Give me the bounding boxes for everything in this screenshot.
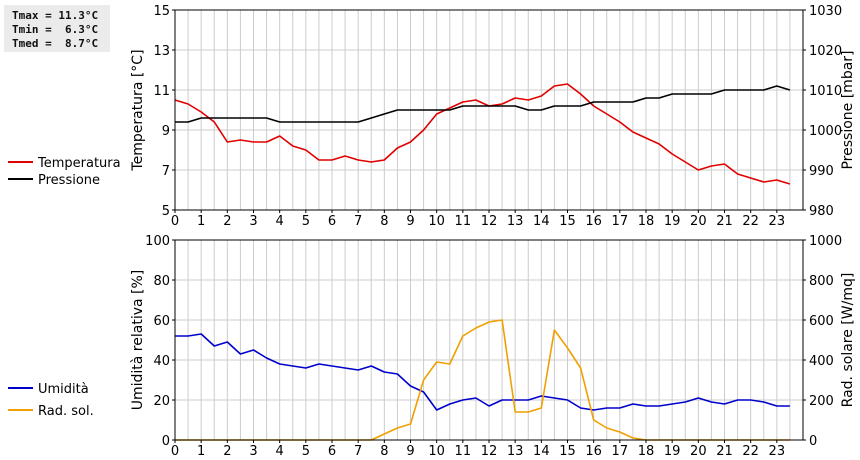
bottom-ytick-right: 600: [809, 314, 834, 329]
top-ytick-left: 5: [162, 204, 170, 219]
top-xtick-label: 16: [585, 214, 602, 229]
legend-label-rad-sol: Rad. sol.: [38, 404, 94, 419]
bottom-xtick-label: 15: [559, 444, 576, 459]
bottom-ytick-right: 800: [809, 274, 834, 289]
top-xtick-label: 9: [406, 214, 414, 229]
bottom-ytick-left: 40: [153, 354, 170, 369]
top-ytick-left: 9: [162, 124, 170, 139]
bottom-ytick-right: 400: [809, 354, 834, 369]
top-xtick-label: 13: [507, 214, 524, 229]
top-series: [174, 83, 791, 185]
top-xtick-label: 4: [276, 214, 284, 229]
bottom-ylabel-left: Umidità relativa [%]: [130, 270, 146, 411]
top-ytick-right: 1030: [809, 4, 842, 19]
top-xtick-label: 22: [742, 214, 759, 229]
bottom-xtick-label: 13: [507, 444, 524, 459]
top-ytick-right: 1000: [809, 124, 842, 139]
bottom-series: [175, 319, 790, 441]
bottom-xtick-label: 21: [716, 444, 733, 459]
bottom-xtick-label: 5: [302, 444, 310, 459]
series-line-temperatura: [174, 83, 791, 185]
top-ytick-right: 990: [809, 164, 834, 179]
top-xtick-label: 17: [612, 214, 629, 229]
series-line-rad-sol: [175, 319, 790, 441]
top-xtick-label: 19: [664, 214, 681, 229]
top-grid: [175, 10, 803, 210]
series-line-umidit: [175, 333, 790, 411]
stats-box: Tmax = 11.3°C Tmin = 6.3°C Tmed = 8.7°C: [4, 5, 110, 52]
top-ytick-left: 7: [162, 164, 170, 179]
top-xtick-label: 6: [328, 214, 336, 229]
bottom-ylabel-right: Rad. solare [W/mq]: [840, 273, 856, 408]
top-xtick-label: 14: [533, 214, 550, 229]
top-xtick-label: 12: [481, 214, 498, 229]
top-xtick-label: 1: [197, 214, 205, 229]
legend-label-temperatura: Temperatura: [37, 156, 121, 171]
bottom-xtick-label: 1: [197, 444, 205, 459]
bottom-xtick-label: 23: [769, 444, 786, 459]
bottom-legend: Umidità Rad. sol.: [8, 382, 94, 419]
top-xtick-label: 18: [638, 214, 655, 229]
bottom-xtick-label: 22: [742, 444, 759, 459]
bottom-xtick-label: 11: [455, 444, 472, 459]
bottom-ytick-left: 60: [153, 314, 170, 329]
top-xtick-label: 5: [302, 214, 310, 229]
bottom-xtick-label: 18: [638, 444, 655, 459]
tmax-label: Tmax = 11.3°C: [12, 9, 99, 22]
tmin-label: Tmin = 6.3°C: [12, 23, 99, 36]
top-xtick-label: 0: [171, 214, 179, 229]
legend-label-pressione: Pressione: [38, 173, 100, 188]
bottom-ytick-right: 200: [809, 394, 834, 409]
top-xtick-label: 15: [559, 214, 576, 229]
bottom-grid: [175, 240, 803, 440]
bottom-xtick-label: 2: [223, 444, 231, 459]
bottom-xtick-label: 8: [380, 444, 388, 459]
top-xtick-label: 3: [249, 214, 257, 229]
top-xtick-label: 2: [223, 214, 231, 229]
bottom-xtick-label: 6: [328, 444, 336, 459]
bottom-xtick-label: 7: [354, 444, 362, 459]
bottom-xtick-label: 12: [481, 444, 498, 459]
top-ytick-left: 15: [153, 4, 170, 19]
bottom-ytick-left: 20: [153, 394, 170, 409]
series-line-pressione: [175, 85, 791, 123]
legend-label-umidita: Umidità: [38, 382, 89, 397]
top-legend: Temperatura Pressione: [8, 156, 121, 188]
bottom-ytick-left: 80: [153, 274, 170, 289]
bottom-xtick-label: 20: [690, 444, 707, 459]
top-ytick-left: 13: [153, 44, 170, 59]
bottom-xtick-label: 10: [428, 444, 445, 459]
top-xtick-label: 20: [690, 214, 707, 229]
top-xtick-label: 7: [354, 214, 362, 229]
top-ytick-left: 11: [153, 84, 170, 99]
top-xtick-label: 23: [769, 214, 786, 229]
bottom-xtick-label: 14: [533, 444, 550, 459]
top-ylabel-right: Pressione [mbar]: [840, 50, 856, 169]
top-ytick-right: 1010: [809, 84, 842, 99]
bottom-ytick-left: 100: [145, 234, 170, 249]
top-xtick-label: 10: [428, 214, 445, 229]
top-xtick-label: 11: [455, 214, 472, 229]
bottom-xtick-label: 19: [664, 444, 681, 459]
bottom-xtick-label: 4: [276, 444, 284, 459]
top-xtick-label: 21: [716, 214, 733, 229]
bottom-xtick-label: 17: [612, 444, 629, 459]
top-ytick-right: 1020: [809, 44, 842, 59]
bottom-xtick-label: 16: [585, 444, 602, 459]
bottom-xtick-label: 3: [249, 444, 257, 459]
top-xtick-label: 8: [380, 214, 388, 229]
bottom-xtick-label: 0: [171, 444, 179, 459]
top-ylabel-left: Temperatura [°C]: [130, 49, 146, 171]
bottom-ytick-left: 0: [162, 434, 170, 449]
bottom-xtick-label: 9: [406, 444, 414, 459]
bottom-ytick-right: 1000: [809, 234, 842, 249]
tmed-label: Tmed = 8.7°C: [12, 37, 99, 50]
bottom-ytick-right: 0: [809, 434, 817, 449]
top-ytick-right: 980: [809, 204, 834, 219]
